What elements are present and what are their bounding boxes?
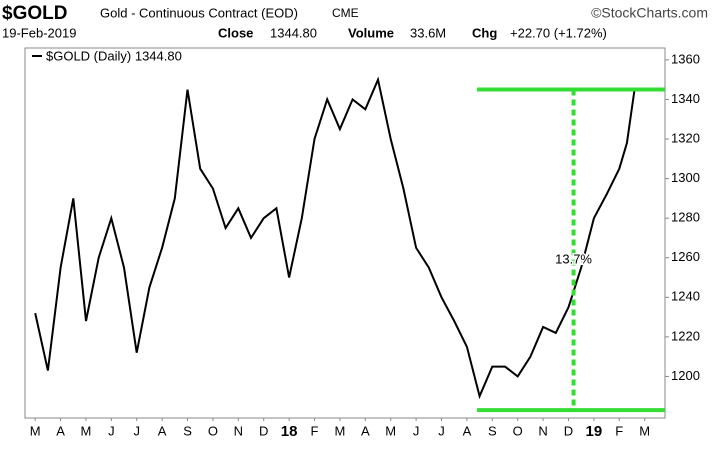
y-tick-label: 1200 bbox=[671, 368, 700, 383]
y-tick-label: 1260 bbox=[671, 249, 700, 264]
price-line bbox=[34, 76, 636, 400]
x-tick-label: N bbox=[234, 423, 243, 438]
x-tick-label: 19 bbox=[586, 423, 603, 440]
exchange: CME bbox=[332, 6, 359, 20]
x-tick-label: S bbox=[183, 423, 192, 438]
y-tick-label: 1220 bbox=[671, 328, 700, 343]
x-tick-label: D bbox=[564, 423, 573, 438]
x-tick-label: D bbox=[259, 423, 268, 438]
chg: +22.70 (+1.72%) bbox=[510, 25, 607, 40]
chart-title: Gold - Continuous Contract (EOD) bbox=[100, 5, 298, 20]
x-tick-label: A bbox=[463, 423, 472, 438]
x-tick-label: F bbox=[615, 423, 623, 438]
symbol: $GOLD bbox=[2, 3, 67, 24]
x-tick-label: S bbox=[488, 423, 497, 438]
volume-label: Volume bbox=[348, 25, 394, 40]
x-tick-label: M bbox=[81, 423, 92, 438]
x-tick-label: M bbox=[385, 423, 396, 438]
chg-label: Chg bbox=[472, 25, 497, 40]
y-tick-label: 1240 bbox=[671, 289, 700, 304]
x-tick-label: M bbox=[639, 423, 650, 438]
x-tick-label: O bbox=[513, 423, 523, 438]
source: ©StockCharts.com bbox=[591, 5, 708, 21]
x-tick-label: F bbox=[311, 423, 319, 438]
y-tick-label: 1320 bbox=[671, 130, 700, 145]
close: 1344.80 bbox=[270, 25, 317, 40]
y-tick-label: 1340 bbox=[671, 91, 700, 106]
close-label: Close bbox=[218, 25, 253, 40]
x-tick-label: A bbox=[361, 423, 370, 438]
x-tick-label: J bbox=[438, 423, 445, 438]
x-tick-label: M bbox=[334, 423, 345, 438]
range-label: 13.7% bbox=[555, 251, 592, 266]
x-tick-label: N bbox=[538, 423, 547, 438]
x-tick-label: A bbox=[158, 423, 167, 438]
x-tick-label: 18 bbox=[281, 423, 298, 440]
x-tick-label: J bbox=[133, 423, 140, 438]
legend-label: $GOLD (Daily) 1344.80 bbox=[46, 48, 182, 63]
x-tick-label: J bbox=[108, 423, 115, 438]
date: 19-Feb-2019 bbox=[2, 25, 76, 40]
x-tick-label: O bbox=[208, 423, 218, 438]
x-tick-label: A bbox=[56, 423, 65, 438]
volume: 33.6M bbox=[410, 25, 446, 40]
x-tick-label: M bbox=[30, 423, 41, 438]
y-tick-label: 1300 bbox=[671, 170, 700, 185]
y-tick-label: 1280 bbox=[671, 210, 700, 225]
x-tick-label: J bbox=[413, 423, 420, 438]
plot-frame bbox=[24, 47, 666, 419]
y-tick-label: 1360 bbox=[671, 51, 700, 66]
